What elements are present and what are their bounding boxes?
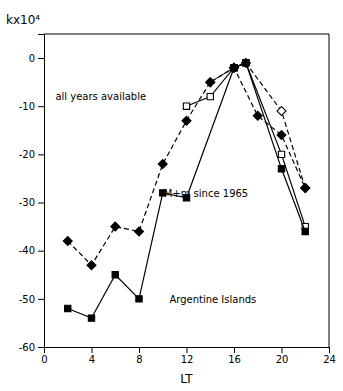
y-tick-mark [38,58,44,59]
point [136,296,142,302]
x-tick-mark [329,347,330,353]
y-tick-label: 0 [29,53,35,64]
frame-top [44,34,329,35]
x-tick: 0 [41,347,47,365]
y-tick-label: -50 [19,294,35,305]
frame-right [329,34,330,347]
x-tick: 12 [181,347,194,365]
y-tick: -20 [19,149,44,160]
y-tick-label: -20 [19,149,35,160]
series-line [210,63,305,188]
chart: 0 4 8 12 16 20 24 0 -10 -20 -30 -40 -50 -60 all years … [0,0,343,391]
point [230,63,239,72]
y-tick-mark [38,251,44,252]
annotation: Argentine Islands [169,294,256,305]
y-tick-label: -10 [19,101,35,112]
point [301,184,310,193]
x-tick-label: 20 [276,354,289,365]
point [243,60,249,66]
point [112,272,118,278]
point [277,107,286,116]
y-tick-label: -30 [19,197,35,208]
x-tick-label: 24 [323,354,336,365]
y-tick: -30 [19,197,44,208]
point [88,315,94,321]
x-tick-label: 4 [89,354,95,365]
y-axis-title: kx10⁴ [6,13,40,27]
series [206,58,310,192]
point [230,63,239,72]
x-tick-label: 8 [136,354,142,365]
point [206,78,215,87]
y-tick: -60 [19,342,44,353]
point [63,237,72,246]
plot: 0 4 8 12 16 20 24 0 -10 -20 -30 -40 -50 -60 all years … [19,34,336,365]
y-tick-mark [38,347,44,348]
annotation: all years available [55,91,146,102]
y-tick-mark [38,106,44,107]
point [253,111,262,120]
y-tick-mark [38,203,44,204]
y-axis: 0 -10 -20 -30 -40 -50 -60 [19,35,45,353]
x-tick: 16 [228,347,241,365]
point [277,131,286,140]
point [135,227,144,236]
x-axis: 0 4 8 12 16 20 24 [41,347,336,365]
x-tick-mark [234,347,235,353]
point [65,305,71,311]
point [301,184,310,193]
point [182,116,191,125]
y-tick-mark [38,299,44,300]
x-tick: 4 [89,347,95,365]
point [241,58,250,67]
point [302,228,308,234]
point [278,166,284,172]
x-tick: 8 [136,347,142,365]
series-line [187,63,306,227]
point [231,65,237,71]
annotation: M+m since 1965 [164,188,249,199]
x-tick: 20 [276,347,289,365]
y-tick: -40 [19,245,44,256]
point [231,65,237,71]
point [111,222,120,231]
y-axis-line [38,35,45,348]
y-tick-label: -60 [19,342,35,353]
x-tick-label: 16 [228,354,241,365]
x-tick-label: 12 [181,354,194,365]
x-tick-mark [282,347,283,353]
y-tick-mark [38,154,44,155]
point [207,93,213,99]
point [87,261,96,270]
y-tick-label: -40 [19,245,35,256]
point [183,103,189,109]
x-tick-mark [139,347,140,353]
y-tick: -50 [19,294,44,305]
x-tick-label: 0 [41,354,47,365]
point [243,60,249,66]
x-tick-mark [92,347,93,353]
x-tick: 24 [323,347,336,365]
point [158,160,167,169]
series [183,60,308,230]
x-axis-title: LT [180,372,193,386]
point [278,151,284,157]
y-tick: -10 [19,101,44,112]
x-axis-line [45,348,330,354]
y-tick: 0 [29,53,44,64]
x-tick-mark [187,347,188,353]
point [206,78,215,87]
